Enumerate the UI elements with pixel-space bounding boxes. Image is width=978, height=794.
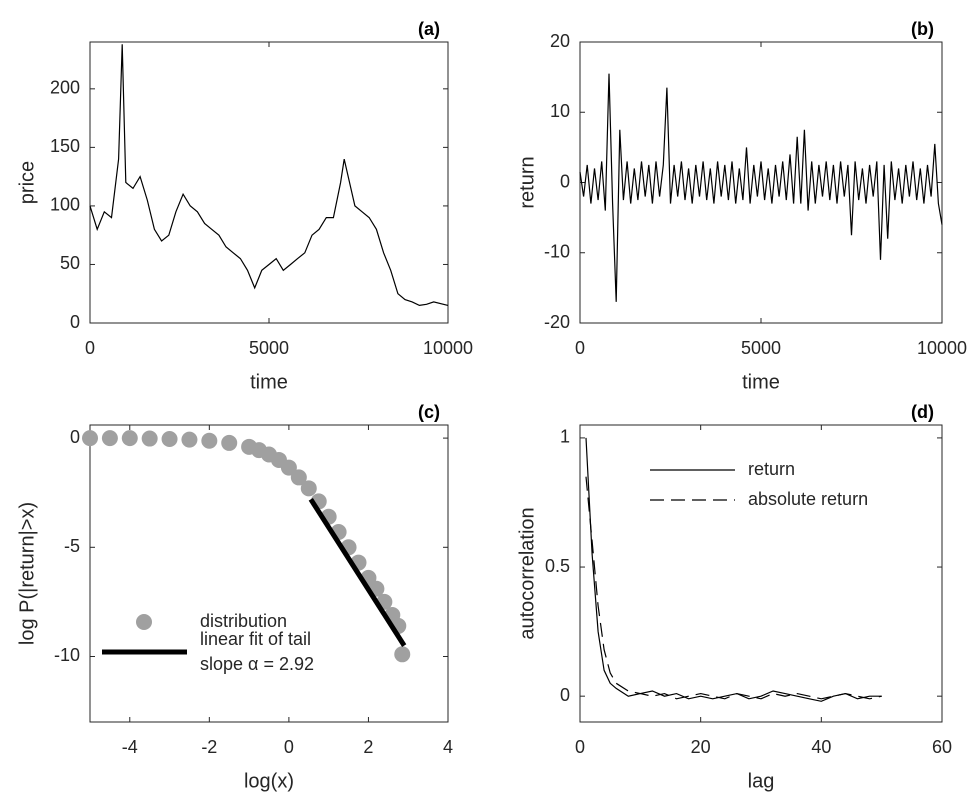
x-axis-label: time <box>250 371 288 393</box>
y-tick-label: -20 <box>544 312 570 332</box>
scatter-point <box>201 432 218 449</box>
y-tick-label: 10 <box>550 101 570 121</box>
legend-marker <box>136 614 152 630</box>
legend-note: slope α = 2.92 <box>200 654 314 674</box>
scatter-point <box>121 430 138 447</box>
y-axis-label: return <box>516 156 538 208</box>
x-tick-label: 40 <box>811 737 831 757</box>
y-axis-label: autocorrelation <box>516 507 538 639</box>
scatter-point <box>221 434 238 451</box>
x-tick-label: -2 <box>201 737 217 757</box>
legend-label: absolute return <box>748 489 868 509</box>
y-tick-label: 20 <box>550 31 570 51</box>
panel-label: (b) <box>911 19 934 39</box>
y-tick-label: 0 <box>70 312 80 332</box>
data-line <box>579 73 943 302</box>
data-line <box>308 497 407 647</box>
plot-frame <box>89 424 449 723</box>
x-tick-label: 0 <box>85 338 95 358</box>
y-tick-label: 200 <box>50 78 80 98</box>
y-tick-label: 0 <box>560 171 570 191</box>
scatter-point <box>280 459 297 476</box>
plot-frame <box>579 41 943 324</box>
y-axis-label: price <box>16 161 38 204</box>
y-tick-label: -5 <box>64 536 80 556</box>
scatter-point <box>161 430 178 447</box>
y-tick-label: -10 <box>54 645 80 665</box>
scatter-point <box>101 430 118 447</box>
data-line <box>585 476 882 700</box>
x-axis-label: log(x) <box>244 770 294 792</box>
data-line <box>585 437 882 702</box>
x-tick-label: 5000 <box>741 338 781 358</box>
x-tick-label: 5000 <box>249 338 289 358</box>
y-tick-label: 1 <box>560 427 570 447</box>
y-tick-label: -10 <box>544 242 570 262</box>
scatter-point <box>290 469 307 486</box>
panel-label: (d) <box>911 402 934 422</box>
x-tick-label: 20 <box>691 737 711 757</box>
y-tick-label: 150 <box>50 136 80 156</box>
x-tick-label: 0 <box>575 338 585 358</box>
x-tick-label: -4 <box>122 737 138 757</box>
panel-label: (c) <box>418 402 440 422</box>
x-tick-label: 0 <box>575 737 585 757</box>
x-axis-label: time <box>742 371 780 393</box>
scatter-point <box>300 480 317 497</box>
y-tick-label: 0 <box>560 685 570 705</box>
x-tick-label: 10000 <box>423 338 473 358</box>
y-tick-label: 100 <box>50 195 80 215</box>
data-line <box>89 44 449 307</box>
scatter-point <box>82 430 98 447</box>
y-tick-label: 0.5 <box>545 556 570 576</box>
x-tick-label: 4 <box>443 737 453 757</box>
x-tick-label: 2 <box>363 737 373 757</box>
legend-label: linear fit of tail <box>200 629 311 649</box>
scatter-point <box>141 430 158 447</box>
y-axis-label: log P(|return|>x) <box>16 502 38 645</box>
y-tick-label: 50 <box>60 253 80 273</box>
x-tick-label: 60 <box>932 737 952 757</box>
scatter-point <box>181 431 198 448</box>
x-tick-label: 0 <box>284 737 294 757</box>
plot-frame <box>579 424 943 723</box>
panel-label: (a) <box>418 19 440 39</box>
legend-label: return <box>748 459 795 479</box>
y-tick-label: 0 <box>70 427 80 447</box>
legend-label: distribution <box>200 611 287 631</box>
scatter-point <box>394 646 411 663</box>
x-tick-label: 10000 <box>917 338 967 358</box>
x-axis-label: lag <box>748 770 775 792</box>
